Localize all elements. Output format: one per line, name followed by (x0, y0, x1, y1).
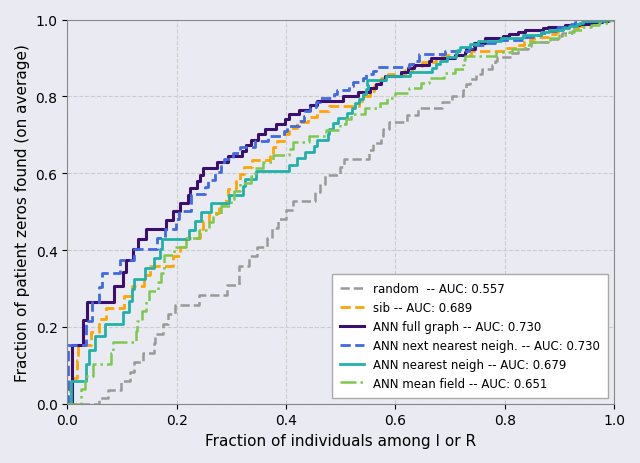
random  -- AUC: 0.557: (0.703, 0.801): 0.557: (0.703, 0.801) (448, 94, 456, 100)
ANN next nearest neigh. -- AUC: 0.730: (0, 8.04e-06): 0.730: (0, 8.04e-06) (63, 401, 71, 407)
random  -- AUC: 0.557: (1, 1): 0.557: (1, 1) (610, 18, 618, 23)
X-axis label: Fraction of individuals among I or R: Fraction of individuals among I or R (205, 433, 476, 448)
sib -- AUC: 0.689: (0.478, 0.775): 0.689: (0.478, 0.775) (325, 104, 333, 109)
ANN nearest neigh -- AUC: 0.679: (0.547, 0.818): 0.679: (0.547, 0.818) (362, 87, 370, 93)
random  -- AUC: 0.557: (0, 1.1e-12): 0.557: (0, 1.1e-12) (63, 401, 71, 407)
ANN nearest neigh -- AUC: 0.679: (0.169, 0.404): 0.679: (0.169, 0.404) (156, 246, 164, 252)
sib -- AUC: 0.689: (0.242, 0.454): 0.689: (0.242, 0.454) (196, 227, 204, 232)
ANN nearest neigh -- AUC: 0.679: (0.866, 0.966): 0.679: (0.866, 0.966) (537, 31, 545, 36)
random  -- AUC: 0.557: (0.923, 0.971): 0.557: (0.923, 0.971) (568, 29, 576, 35)
ANN nearest neigh -- AUC: 0.679: (1, 1): 0.679: (1, 1) (610, 18, 618, 23)
ANN mean field -- AUC: 0.651: (0.899, 0.959): 0.651: (0.899, 0.959) (555, 33, 563, 39)
sib -- AUC: 0.689: (0.561, 0.826): 0.689: (0.561, 0.826) (370, 84, 378, 90)
ANN mean field -- AUC: 0.651: (0.572, 0.782): 0.651: (0.572, 0.782) (376, 101, 384, 106)
Legend: random  -- AUC: 0.557, sib -- AUC: 0.689, ANN full graph -- AUC: 0.730, ANN next: random -- AUC: 0.557, sib -- AUC: 0.689,… (332, 274, 608, 398)
Line: sib -- AUC: 0.689: sib -- AUC: 0.689 (67, 20, 614, 404)
sib -- AUC: 0.689: (1, 1): 0.689: (1, 1) (610, 18, 618, 23)
ANN mean field -- AUC: 0.651: (0.499, 0.727): 0.651: (0.499, 0.727) (336, 122, 344, 128)
ANN next nearest neigh. -- AUC: 0.730: (0.494, 0.817): 0.730: (0.494, 0.817) (333, 88, 341, 93)
random  -- AUC: 0.557: (0.4, 0.503): 0.557: (0.4, 0.503) (282, 208, 290, 214)
ANN mean field -- AUC: 0.651: (0.177, 0.387): 0.651: (0.177, 0.387) (160, 253, 168, 258)
Line: ANN full graph -- AUC: 0.730: ANN full graph -- AUC: 0.730 (67, 20, 614, 404)
Y-axis label: Fraction of patient zeros found (on average): Fraction of patient zeros found (on aver… (15, 44, 30, 381)
ANN full graph -- AUC: 0.730: (0.327, 0.674): 0.730: (0.327, 0.674) (242, 143, 250, 148)
ANN mean field -- AUC: 0.651: (0.172, 0.341): 0.651: (0.172, 0.341) (157, 270, 165, 276)
random  -- AUC: 0.557: (0.588, 0.734): 0.557: (0.588, 0.734) (385, 120, 392, 125)
ANN nearest neigh -- AUC: 0.679: (0.222, 0.452): 0.679: (0.222, 0.452) (185, 228, 193, 233)
ANN full graph -- AUC: 0.730: (1, 1): 0.730: (1, 1) (610, 18, 618, 23)
Line: ANN next nearest neigh. -- AUC: 0.730: ANN next nearest neigh. -- AUC: 0.730 (67, 20, 614, 404)
sib -- AUC: 0.689: (0.315, 0.597): 0.689: (0.315, 0.597) (236, 172, 243, 178)
ANN next nearest neigh. -- AUC: 0.730: (1, 1): 0.730: (1, 1) (610, 18, 618, 23)
Line: ANN mean field -- AUC: 0.651: ANN mean field -- AUC: 0.651 (67, 20, 614, 404)
ANN full graph -- AUC: 0.730: (0.531, 0.811): 0.730: (0.531, 0.811) (354, 90, 362, 95)
Line: ANN nearest neigh -- AUC: 0.679: ANN nearest neigh -- AUC: 0.679 (67, 20, 614, 404)
ANN full graph -- AUC: 0.730: (0.207, 0.522): 0.730: (0.207, 0.522) (177, 201, 184, 206)
ANN full graph -- AUC: 0.730: (0, 9.39e-06): 0.730: (0, 9.39e-06) (63, 401, 71, 407)
sib -- AUC: 0.689: (0, 1.6e-08): 0.689: (0, 1.6e-08) (63, 401, 71, 407)
sib -- AUC: 0.689: (0.895, 0.968): 0.689: (0.895, 0.968) (552, 30, 560, 36)
ANN next nearest neigh. -- AUC: 0.730: (0.226, 0.524): 0.730: (0.226, 0.524) (187, 200, 195, 206)
ANN full graph -- AUC: 0.730: (0.837, 0.973): 0.730: (0.837, 0.973) (521, 28, 529, 34)
random  -- AUC: 0.557: (0.315, 0.333): 0.557: (0.315, 0.333) (236, 273, 243, 279)
random  -- AUC: 0.557: (0.24, 0.283): 0.557: (0.24, 0.283) (195, 293, 202, 298)
ANN next nearest neigh. -- AUC: 0.730: (0.343, 0.683): 0.730: (0.343, 0.683) (251, 139, 259, 145)
ANN nearest neigh -- AUC: 0.679: (0.52, 0.769): 0.679: (0.52, 0.769) (348, 106, 355, 112)
ANN next nearest neigh. -- AUC: 0.730: (0.251, 0.564): 0.730: (0.251, 0.564) (201, 185, 209, 190)
ANN mean field -- AUC: 0.651: (0, 1.12e-09): 0.651: (0, 1.12e-09) (63, 401, 71, 407)
ANN mean field -- AUC: 0.651: (1, 1): 0.651: (1, 1) (610, 18, 618, 23)
ANN full graph -- AUC: 0.730: (0.224, 0.561): 0.730: (0.224, 0.561) (186, 186, 193, 191)
ANN nearest neigh -- AUC: 0.679: (0, 1.68e-08): 0.679: (0, 1.68e-08) (63, 401, 71, 407)
sib -- AUC: 0.689: (0.207, 0.408): 0.689: (0.207, 0.408) (177, 244, 184, 250)
Line: random  -- AUC: 0.557: random -- AUC: 0.557 (67, 20, 614, 404)
ANN nearest neigh -- AUC: 0.679: (0.344, 0.605): 0.679: (0.344, 0.605) (252, 169, 259, 175)
ANN next nearest neigh. -- AUC: 0.730: (0.893, 0.976): 0.730: (0.893, 0.976) (552, 27, 559, 32)
ANN mean field -- AUC: 0.651: (0.3, 0.534): 0.651: (0.3, 0.534) (228, 196, 236, 202)
ANN next nearest neigh. -- AUC: 0.730: (0.546, 0.857): 0.730: (0.546, 0.857) (362, 73, 369, 78)
ANN full graph -- AUC: 0.730: (0.582, 0.853): 0.730: (0.582, 0.853) (381, 74, 389, 80)
